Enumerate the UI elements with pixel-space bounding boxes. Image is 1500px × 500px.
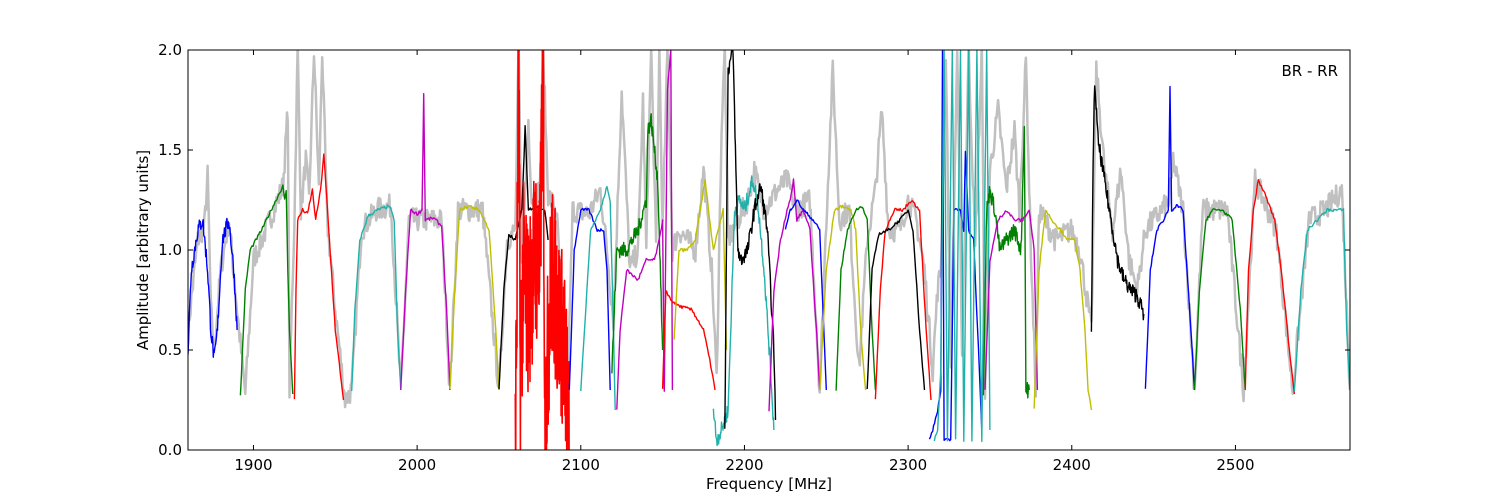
series-line-17	[768, 178, 821, 412]
series-line-29	[1144, 85, 1196, 391]
series-line-22	[866, 209, 926, 391]
series-line-25	[982, 125, 1030, 399]
x-tick-label: 2500	[1216, 456, 1254, 474]
corner-annotation: BR - RR	[1281, 62, 1338, 80]
y-axis: 0.0 0.5 1.0 1.5 2.0	[158, 41, 1350, 459]
series-line-26	[984, 209, 1039, 391]
series-line-15	[712, 175, 775, 447]
series-line-27	[1033, 209, 1093, 411]
series-line-9	[568, 207, 611, 391]
series-layer	[188, 50, 1350, 450]
series-line-31	[1244, 179, 1296, 395]
background-trace	[188, 50, 1350, 409]
series-line-6	[449, 205, 500, 391]
x-tick-label: 2300	[889, 456, 927, 474]
plot-area	[188, 50, 1350, 450]
series-line-2	[239, 184, 294, 396]
y-tick-label: 0.0	[158, 441, 182, 459]
x-tick-label: 2000	[398, 456, 436, 474]
series-line-19	[819, 204, 867, 391]
series-line-21	[874, 200, 932, 401]
series-line-11	[611, 113, 664, 374]
series-line-28	[1090, 85, 1145, 332]
y-tick-label: 2.0	[158, 41, 182, 59]
x-tick-label: 2200	[725, 456, 763, 474]
series-line-14	[673, 179, 728, 351]
series-line-13	[661, 289, 716, 391]
background-trace-layer	[188, 50, 1350, 409]
y-tick-label: 1.5	[158, 141, 182, 159]
x-axis: 1900 2000 2100 2200 2300 2400 2500	[234, 50, 1255, 474]
series-line-5	[400, 93, 451, 391]
series-line-3	[293, 153, 345, 401]
x-axis-label: Frequency [MHz]	[706, 475, 832, 493]
series-line-8	[514, 50, 570, 450]
series-line-1	[188, 217, 238, 358]
y-tick-label: 0.5	[158, 341, 182, 359]
series-line-20	[835, 206, 877, 391]
series-line-10	[580, 185, 616, 411]
x-tick-label: 2400	[1053, 456, 1091, 474]
series-line-30	[1193, 208, 1246, 391]
x-tick-label: 2100	[562, 456, 600, 474]
series-line-4	[351, 204, 402, 392]
y-axis-label: Amplitude [arbitrary units]	[134, 150, 152, 350]
y-tick-label: 1.0	[158, 241, 182, 259]
series-line-18	[784, 199, 827, 391]
series-line-32	[1293, 207, 1350, 392]
x-tick-label: 1900	[234, 456, 272, 474]
series-line-16	[724, 50, 777, 429]
